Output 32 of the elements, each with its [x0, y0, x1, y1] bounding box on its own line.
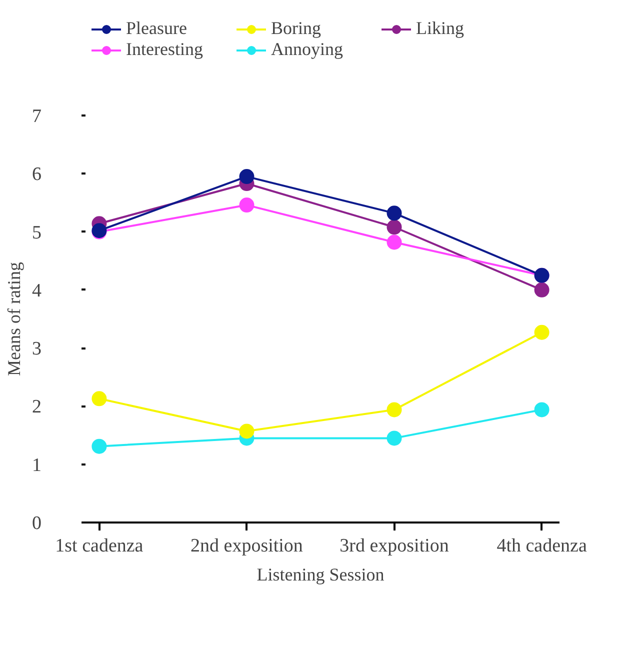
- point: [239, 424, 254, 439]
- y-tick-label: 7: [32, 106, 42, 127]
- point: [386, 234, 402, 250]
- y-axis-title: Means of rating: [4, 262, 24, 376]
- point: [534, 324, 550, 340]
- legend-label: Pleasure: [126, 18, 188, 39]
- point: [386, 220, 402, 235]
- point: [92, 438, 107, 454]
- y-tick-label: 4: [32, 280, 42, 302]
- x-axis-title: Listening Session: [256, 564, 384, 584]
- legend-label: Boring: [271, 18, 322, 39]
- y-tick-label: 2: [32, 396, 42, 418]
- y-tick-label: 6: [32, 164, 42, 186]
- y-tick-label: 3: [32, 338, 42, 360]
- point: [239, 169, 254, 184]
- x-tick-label: 3rd exposition: [340, 536, 450, 556]
- legend-label: Annoying: [271, 39, 344, 60]
- legend-label: Liking: [416, 18, 465, 39]
- point: [239, 198, 254, 213]
- y-tick-label: 5: [32, 222, 42, 244]
- y-tick-label: 1: [32, 454, 42, 476]
- point: [386, 402, 402, 418]
- point: [92, 391, 107, 406]
- x-tick-label: 2nd exposition: [190, 536, 304, 556]
- x-tick-label: 4th cadenza: [496, 536, 588, 556]
- point: [386, 206, 402, 221]
- point: [386, 430, 402, 446]
- point: [534, 402, 550, 418]
- x-tick-label: 1st cadenza: [55, 536, 144, 556]
- y-tick-label: 0: [32, 513, 42, 534]
- legend-label: Interesting: [126, 39, 204, 60]
- point: [534, 282, 550, 298]
